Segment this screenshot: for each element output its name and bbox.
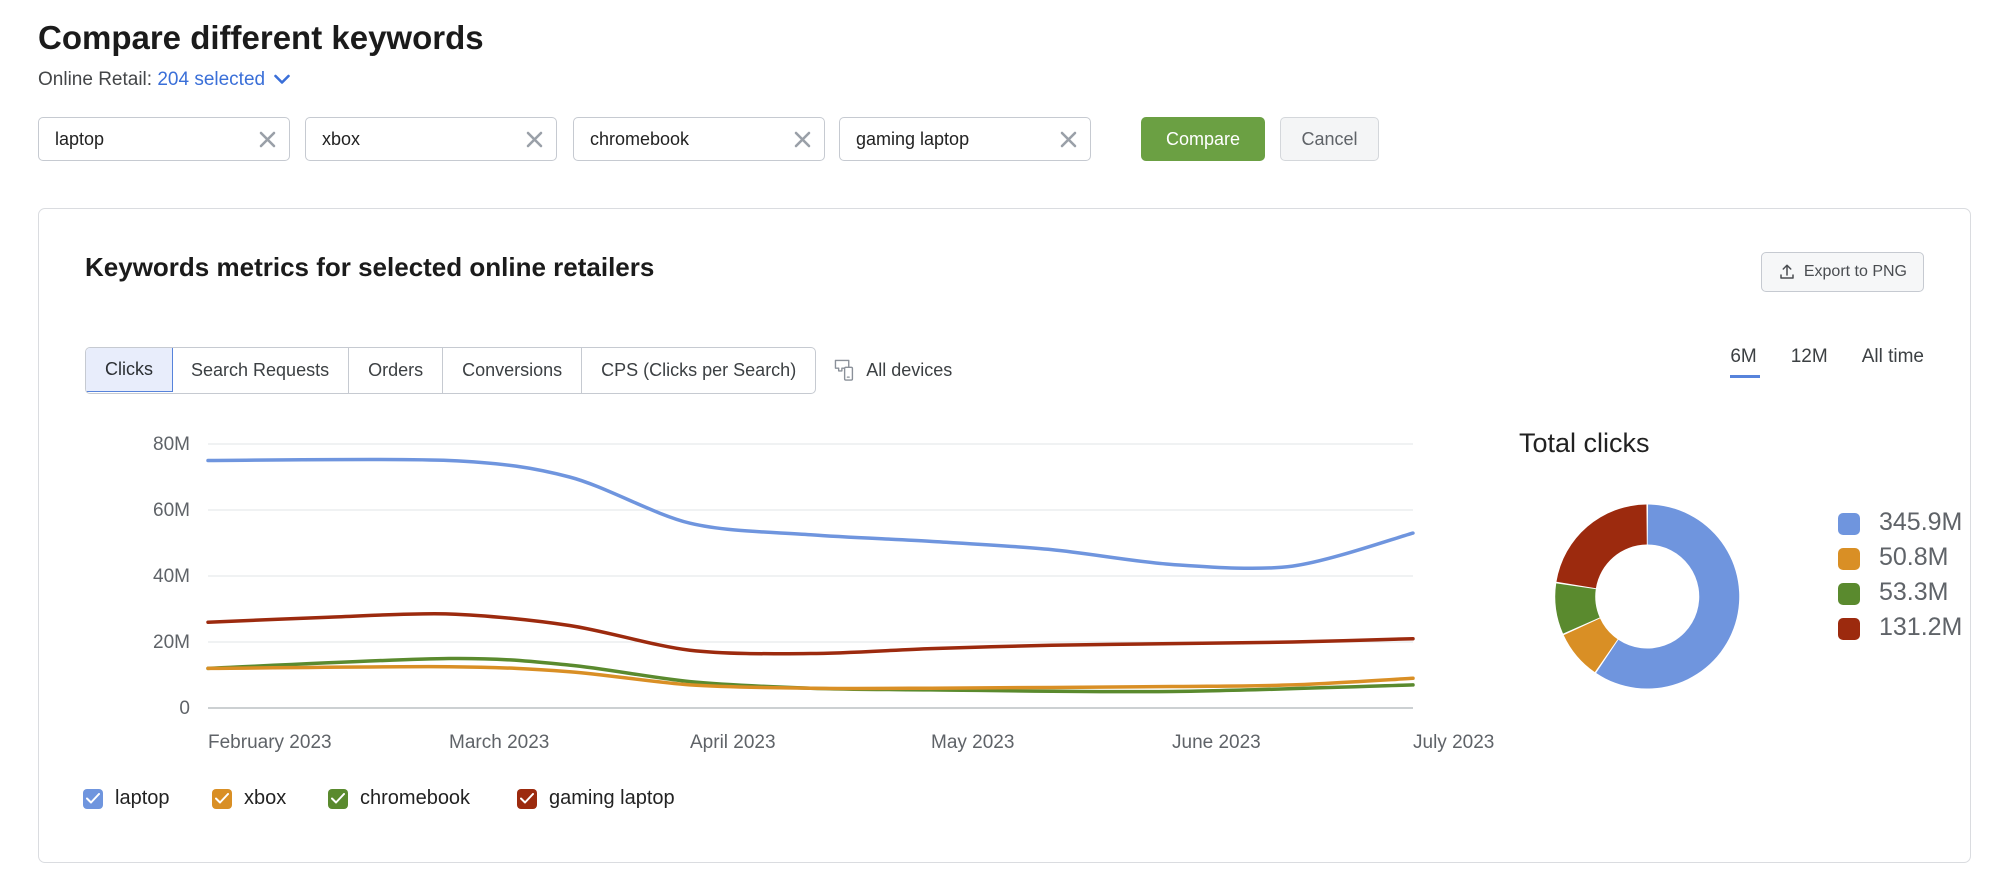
svg-text:July 2023: July 2023 [1413, 732, 1494, 753]
svg-text:60M: 60M [153, 500, 190, 521]
svg-text:345.9M: 345.9M [1879, 508, 1962, 536]
svg-text:40M: 40M [153, 566, 190, 587]
svg-text:Total clicks: Total clicks [1519, 428, 1650, 458]
svg-text:131.2M: 131.2M [1879, 613, 1962, 641]
svg-text:20M: 20M [153, 632, 190, 653]
svg-text:0: 0 [179, 698, 190, 719]
svg-text:80M: 80M [153, 434, 190, 455]
svg-text:50.8M: 50.8M [1879, 543, 1948, 571]
svg-text:February 2023: February 2023 [208, 732, 332, 753]
svg-text:June 2023: June 2023 [1172, 732, 1261, 753]
svg-text:April 2023: April 2023 [690, 732, 776, 753]
svg-text:March 2023: March 2023 [449, 732, 549, 753]
svg-text:53.3M: 53.3M [1879, 578, 1948, 606]
svg-text:May 2023: May 2023 [931, 732, 1014, 753]
